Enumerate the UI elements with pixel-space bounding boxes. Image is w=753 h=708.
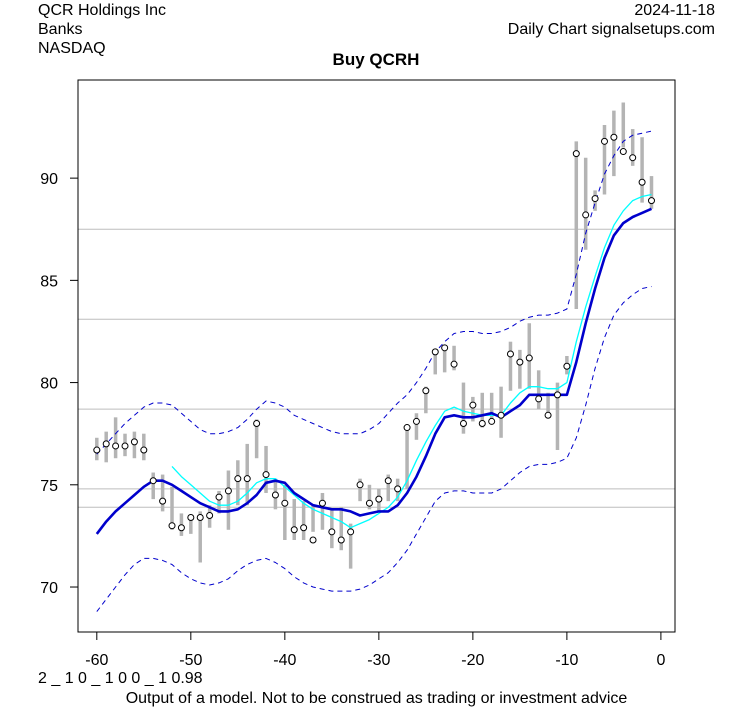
close-point	[600, 137, 608, 145]
sector-label: Banks	[38, 21, 83, 38]
close-point	[140, 446, 148, 454]
close-point	[347, 528, 355, 536]
close-point	[375, 495, 383, 503]
close-point	[93, 446, 101, 454]
close-point	[243, 475, 251, 483]
close-point	[121, 442, 129, 450]
close-point	[516, 358, 524, 366]
close-point	[535, 395, 543, 403]
close-point	[262, 471, 270, 479]
close-point	[403, 424, 411, 432]
close-point	[610, 133, 618, 141]
close-point	[638, 178, 646, 186]
close-point	[224, 487, 232, 495]
close-point	[130, 438, 138, 446]
y-tick-label: 70	[40, 580, 58, 597]
close-point	[525, 354, 533, 362]
close-point	[412, 417, 420, 425]
close-point	[187, 514, 195, 522]
y-tick-label: 90	[40, 171, 58, 188]
x-tick-label: -10	[555, 652, 578, 669]
price-range-bars	[95, 102, 654, 569]
model-params: 2 _ 1 0 _ 1 0 0 _ 1 0.98	[38, 670, 203, 687]
close-point	[281, 499, 289, 507]
x-tick-label: -30	[367, 652, 390, 669]
close-point	[544, 411, 552, 419]
x-tick-label: -20	[461, 652, 484, 669]
close-point	[206, 511, 214, 519]
y-axis: 70 75 80 85 90	[40, 171, 79, 597]
close-point	[337, 536, 345, 544]
close-point	[159, 497, 167, 505]
chart-date: 2024-11-18	[634, 2, 715, 19]
x-tick-label: -40	[273, 652, 296, 669]
close-point	[478, 419, 486, 427]
close-point	[196, 514, 204, 522]
close-point	[497, 411, 505, 419]
close-point	[328, 528, 336, 536]
close-point	[553, 391, 561, 399]
close-point	[422, 387, 430, 395]
close-point	[112, 442, 120, 450]
x-tick-label: -50	[179, 652, 202, 669]
close-point	[629, 154, 637, 162]
close-point	[647, 197, 655, 205]
close-point	[365, 499, 373, 507]
x-tick-label: 0	[656, 652, 665, 669]
y-tick-label: 80	[40, 376, 58, 393]
close-point	[431, 348, 439, 356]
y-tick-label: 85	[40, 273, 58, 290]
close-point	[168, 522, 176, 530]
close-points	[93, 133, 655, 544]
close-point	[572, 150, 580, 158]
close-point	[149, 477, 157, 485]
close-point	[582, 211, 590, 219]
close-point	[177, 524, 185, 532]
close-point	[309, 536, 317, 544]
exchange-label: NASDAQ	[38, 40, 106, 57]
close-point	[469, 401, 477, 409]
close-point	[234, 475, 242, 483]
reference-lines	[78, 228, 675, 508]
close-point	[619, 148, 627, 156]
close-point	[441, 344, 449, 352]
chart-title: Buy QCRH	[333, 50, 420, 69]
x-tick-label: -60	[85, 652, 108, 669]
close-point	[488, 417, 496, 425]
fast-ma-line	[171, 193, 652, 529]
disclaimer: Output of a model. Not to be construed a…	[125, 690, 628, 707]
close-point	[215, 493, 223, 501]
close-point	[563, 362, 571, 370]
x-axis: -60 -50 -40 -30 -20 -10 0	[85, 631, 665, 669]
close-point	[253, 419, 261, 427]
y-tick-label: 75	[40, 478, 58, 495]
close-point	[290, 526, 298, 534]
close-point	[356, 481, 364, 489]
close-point	[459, 419, 467, 427]
company-name: QCR Holdings Inc	[38, 2, 167, 19]
close-point	[450, 360, 458, 368]
close-point	[271, 491, 279, 499]
lower-band-line	[96, 286, 652, 612]
close-point	[394, 485, 402, 493]
close-point	[102, 440, 110, 448]
chart-source: Daily Chart signalsetups.com	[507, 21, 715, 38]
close-point	[506, 350, 514, 358]
close-point	[384, 477, 392, 485]
upper-band-line	[96, 130, 652, 455]
close-point	[318, 499, 326, 507]
close-point	[300, 524, 308, 532]
close-point	[591, 195, 599, 203]
